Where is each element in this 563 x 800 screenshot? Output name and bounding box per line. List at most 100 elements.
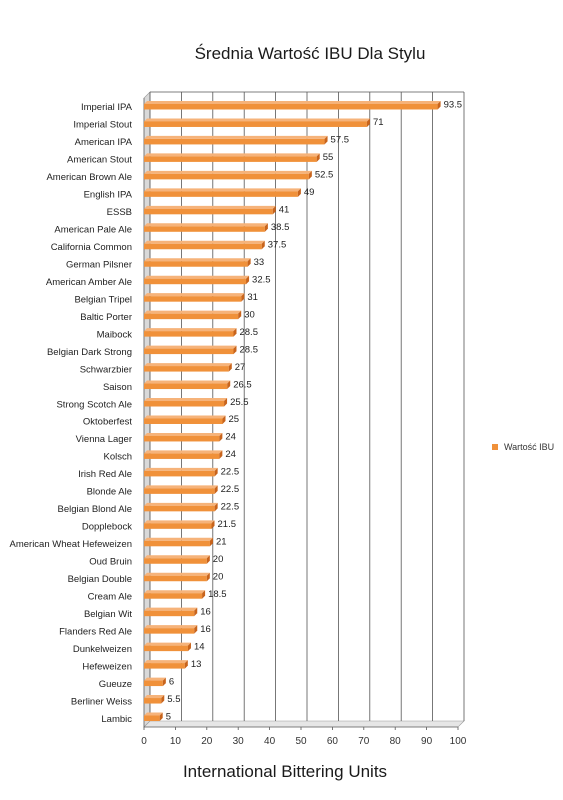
bar-top bbox=[144, 170, 312, 174]
data-label: 55 bbox=[323, 152, 334, 163]
bar-end bbox=[227, 380, 231, 390]
x-tick-label: 30 bbox=[233, 736, 245, 747]
bar bbox=[144, 593, 203, 599]
bar bbox=[144, 331, 234, 337]
bar-top bbox=[144, 642, 191, 646]
category-label: Blonde Ale bbox=[87, 487, 132, 498]
bar-top bbox=[144, 502, 218, 506]
bar bbox=[144, 348, 234, 355]
category-label: Gueuze bbox=[99, 679, 132, 690]
bar-top bbox=[144, 380, 231, 384]
x-tick-label: 70 bbox=[358, 736, 370, 747]
bar bbox=[144, 313, 239, 320]
bar bbox=[144, 278, 247, 285]
bar-top bbox=[144, 240, 265, 244]
bar-end bbox=[222, 415, 226, 424]
category-label: American Wheat Hefeweizen bbox=[10, 539, 133, 550]
bar bbox=[144, 558, 207, 564]
data-label: 71 bbox=[373, 117, 384, 128]
bar-top bbox=[144, 275, 250, 279]
data-label: 33 bbox=[254, 257, 265, 268]
bar-top bbox=[144, 537, 213, 541]
data-label: 31 bbox=[247, 292, 258, 303]
bar-end bbox=[238, 310, 242, 320]
bar-end bbox=[184, 660, 188, 669]
bar-top bbox=[144, 293, 245, 297]
data-label: 22.5 bbox=[221, 502, 240, 513]
bar-top bbox=[144, 188, 301, 192]
bar-end bbox=[233, 345, 237, 355]
category-label: Baltic Porter bbox=[80, 312, 132, 323]
bar-top bbox=[144, 432, 223, 436]
bar bbox=[144, 663, 185, 669]
bar-end bbox=[159, 712, 163, 722]
bar-end bbox=[194, 625, 198, 634]
data-label: 93.5 bbox=[444, 100, 463, 111]
bar bbox=[144, 488, 215, 494]
data-label: 22.5 bbox=[221, 484, 240, 495]
bar-end bbox=[246, 275, 250, 285]
x-tick-label: 80 bbox=[390, 736, 402, 747]
bar bbox=[144, 470, 215, 477]
category-label: Schwarzbier bbox=[80, 364, 132, 375]
x-tick-label: 50 bbox=[295, 736, 307, 747]
category-label: Vienna Lager bbox=[76, 434, 132, 445]
category-label: Cream Ale bbox=[88, 591, 132, 602]
bar-top bbox=[144, 712, 163, 716]
category-label: Imperial Stout bbox=[73, 120, 132, 131]
bar-top bbox=[144, 345, 237, 349]
chart-title: Średnia Wartość IBU Dla Stylu bbox=[194, 44, 426, 63]
bar bbox=[144, 401, 225, 407]
bar-end bbox=[209, 537, 213, 547]
bar bbox=[144, 715, 160, 722]
bar bbox=[144, 156, 317, 162]
data-label: 52.5 bbox=[315, 170, 334, 181]
bar-top bbox=[144, 223, 268, 227]
bar bbox=[144, 575, 207, 582]
bar bbox=[144, 383, 228, 390]
category-label: Saison bbox=[103, 382, 132, 393]
bar bbox=[144, 540, 210, 547]
x-tick-label: 10 bbox=[170, 736, 182, 747]
bar-top bbox=[144, 590, 206, 594]
data-label: 38.5 bbox=[271, 222, 290, 233]
bar-end bbox=[366, 118, 370, 127]
bar bbox=[144, 173, 309, 180]
data-label: 41 bbox=[279, 205, 290, 216]
data-label: 21 bbox=[216, 537, 227, 548]
bar bbox=[144, 628, 195, 634]
bar-top bbox=[144, 118, 370, 122]
category-label: Belgian Blond Ale bbox=[58, 504, 132, 515]
category-label: California Common bbox=[51, 242, 132, 253]
data-label: 6 bbox=[169, 676, 174, 687]
bar-top bbox=[144, 660, 188, 664]
x-axis-label: International Bittering Units bbox=[182, 762, 388, 781]
bar-end bbox=[308, 170, 312, 180]
bar bbox=[144, 610, 195, 617]
data-label: 28.5 bbox=[239, 327, 257, 338]
bar-end bbox=[214, 467, 218, 477]
bar bbox=[144, 418, 223, 424]
bar-top bbox=[144, 485, 218, 489]
bar-end bbox=[247, 258, 251, 267]
bar bbox=[144, 680, 163, 687]
bar-top bbox=[144, 310, 242, 314]
bar-top bbox=[144, 572, 210, 576]
category-label: American Pale Ale bbox=[54, 225, 132, 236]
bar-top bbox=[144, 520, 215, 524]
category-label: Kolsch bbox=[103, 452, 132, 463]
category-label: Oud Bruin bbox=[89, 557, 132, 568]
category-label: Belgian Double bbox=[68, 574, 132, 585]
bar-top bbox=[144, 555, 210, 559]
category-label: Oktoberfest bbox=[83, 417, 132, 428]
bar-end bbox=[219, 450, 223, 459]
category-label: Belgian Dark Strong bbox=[47, 347, 132, 358]
category-label: Hefeweizen bbox=[82, 661, 132, 672]
data-label: 27 bbox=[235, 362, 246, 373]
bar bbox=[144, 435, 220, 442]
bar-end bbox=[214, 502, 218, 512]
bar-end bbox=[211, 520, 215, 529]
bar-end bbox=[297, 188, 301, 197]
